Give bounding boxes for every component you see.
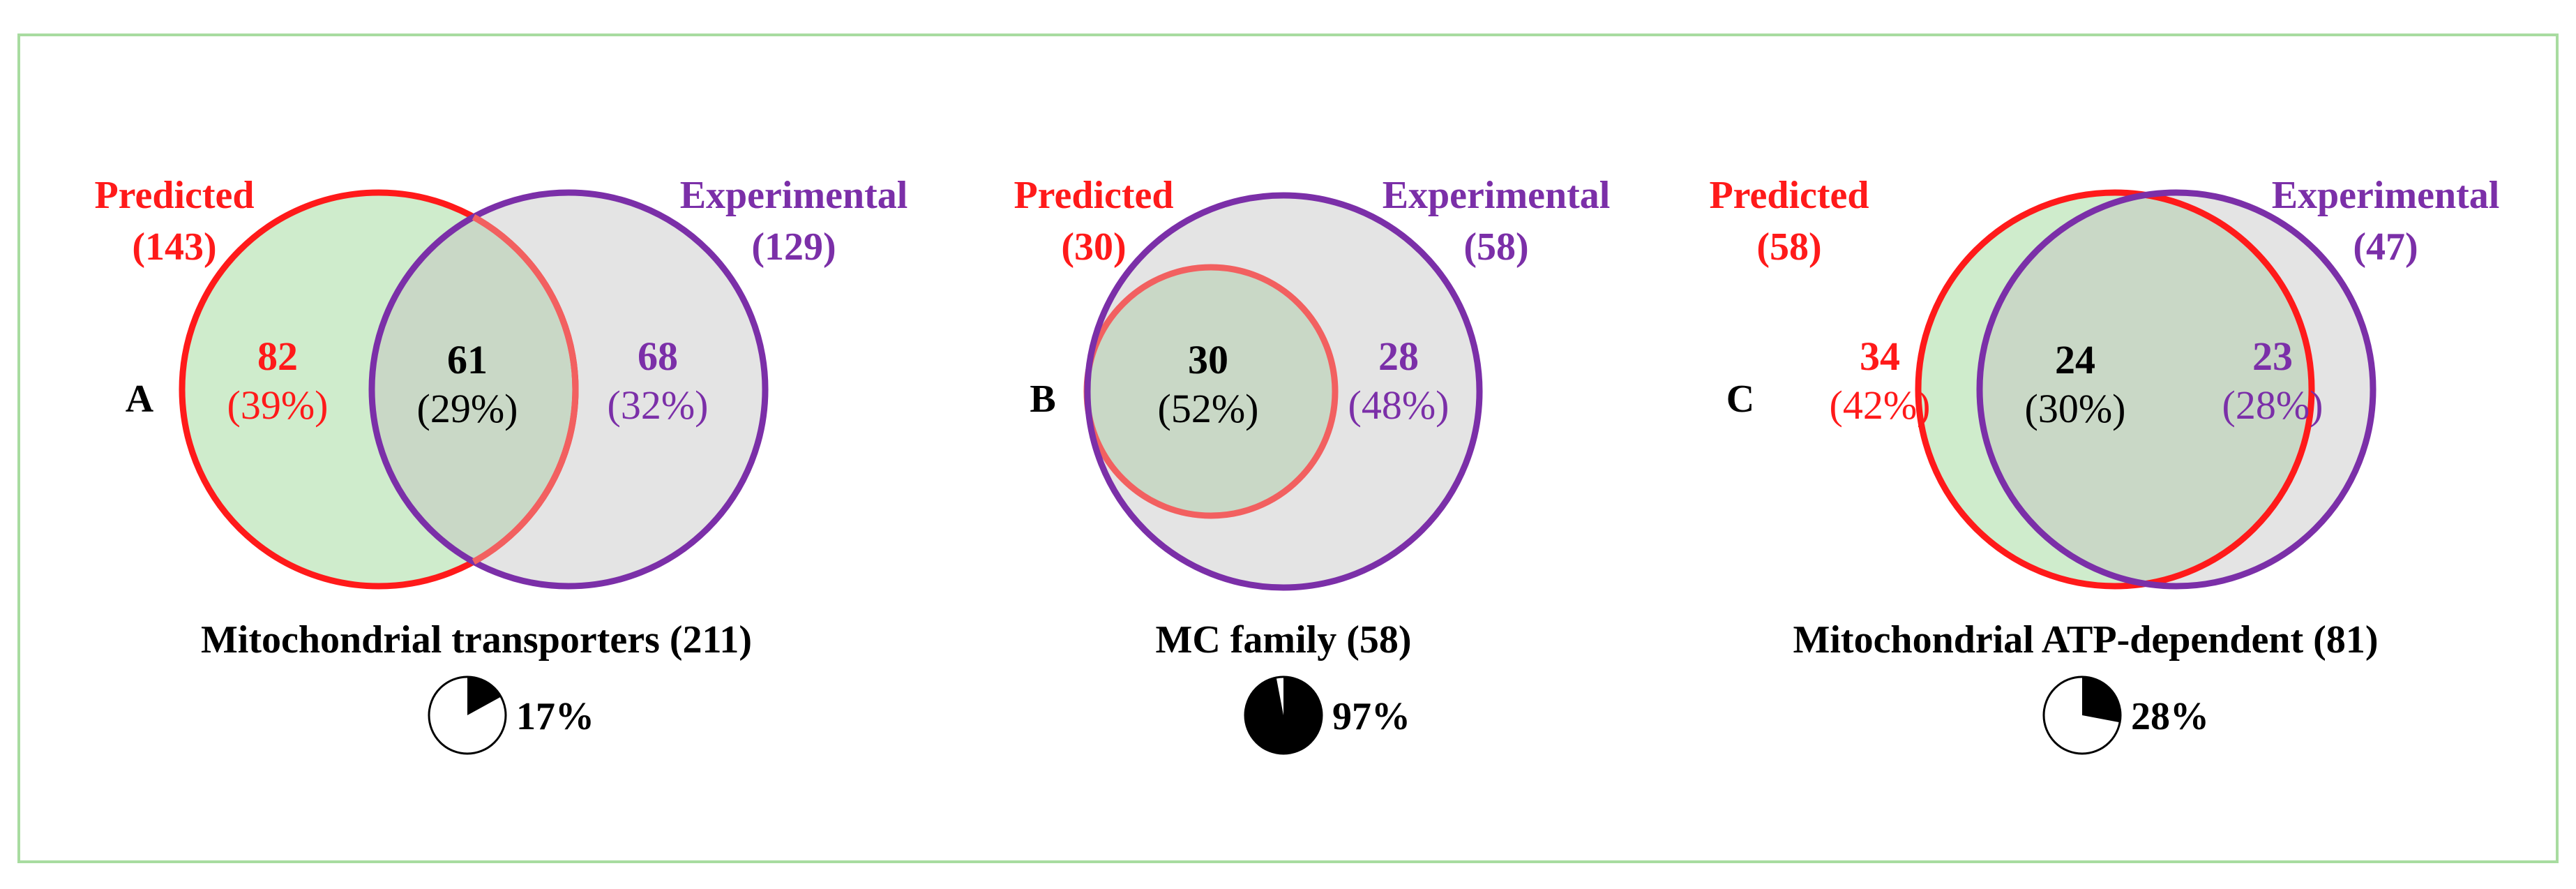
panel-b-letter: B xyxy=(1030,378,1055,421)
panel-a-letter: A xyxy=(126,378,154,421)
figure-frame xyxy=(17,33,2559,863)
panel-b-overlap-pct: (52%) xyxy=(1158,386,1259,431)
panel-c-experimental-label: Experimental xyxy=(2272,174,2500,217)
panel-c-experimental-count: (47) xyxy=(2353,225,2418,269)
panel-b: Predicted (30) Experimental (58) B 30 (5… xyxy=(1014,174,1611,755)
panel-c: Predicted (58) Experimental (47) C 34 (4… xyxy=(1709,174,2500,755)
panel-c-pie-label: 28% xyxy=(2131,695,2209,738)
panel-a-right-only-pct: (32%) xyxy=(608,382,709,428)
panel-b-pie-label: 97% xyxy=(1332,695,1410,738)
panel-a-overlap-pct: (29%) xyxy=(417,386,518,431)
panel-c-overlap-value: 24 xyxy=(2055,337,2095,382)
panel-a-experimental-label: Experimental xyxy=(680,174,908,217)
panel-a-predicted-count: (143) xyxy=(132,225,216,269)
panel-b-predicted-count: (30) xyxy=(1061,225,1126,269)
panel-a-left-only-pct: (39%) xyxy=(227,382,329,428)
panel-b-experimental-count: (58) xyxy=(1463,225,1528,269)
panel-c-experimental-circle xyxy=(1976,189,2377,590)
panel-a-predicted-label: Predicted xyxy=(94,174,254,217)
panel-c-right-only-pct: (28%) xyxy=(2222,382,2323,428)
panel-c-pie-slice xyxy=(2082,676,2121,723)
panel-c-right-only-value: 23 xyxy=(2252,334,2293,379)
panel-a-experimental-circle xyxy=(368,189,769,590)
panel-c-predicted-label: Predicted xyxy=(1709,174,1869,217)
panel-c-left-only-value: 34 xyxy=(1860,334,1900,379)
panel-a-pie xyxy=(428,675,507,755)
panel-c-predicted-count: (58) xyxy=(1756,225,1821,269)
panel-b-pie-slice xyxy=(1244,677,1322,754)
panel-a-title: Mitochondrial transporters (211) xyxy=(201,618,752,662)
panel-a-pie-slice xyxy=(467,677,502,715)
panel-b-right-only-value: 28 xyxy=(1378,334,1419,379)
panel-c-predicted-circle xyxy=(1915,189,2315,590)
panel-a-inner-arc xyxy=(472,214,579,565)
panel-a-pie-label: 17% xyxy=(516,695,594,738)
panel-b-experimental-label: Experimental xyxy=(1383,174,1611,217)
panel-c-title: Mitochondrial ATP-dependent (81) xyxy=(1793,618,2379,662)
panel-a-experimental-count: (129) xyxy=(751,225,836,269)
panel-c-overlap-fill xyxy=(1980,193,2312,586)
panel-b-overlap-value: 30 xyxy=(1188,337,1228,382)
panel-c-pie xyxy=(2042,675,2122,755)
panel-a-overlap-fill xyxy=(372,193,575,586)
panel-a-right-only-value: 68 xyxy=(638,334,678,379)
panel-c-overlap-pct: (30%) xyxy=(2025,386,2126,431)
panel-b-right-only-pct: (48%) xyxy=(1348,382,1449,428)
panel-b-predicted-label: Predicted xyxy=(1014,174,1173,217)
panel-a-left-only-value: 82 xyxy=(257,334,298,379)
panel-b-experimental-circle xyxy=(1084,192,1483,591)
panel-c-left-only-pct: (42%) xyxy=(1830,382,1931,428)
panel-c-letter: C xyxy=(1726,378,1754,421)
panel-a-overlap-value: 61 xyxy=(447,337,488,382)
panel-a: Predicted (143) Experimental (129) A 82 … xyxy=(94,174,908,755)
panel-b-title: MC family (58) xyxy=(1155,618,1411,662)
panel-b-predicted-fill xyxy=(1087,267,1335,516)
panel-b-pie xyxy=(1244,675,1323,755)
